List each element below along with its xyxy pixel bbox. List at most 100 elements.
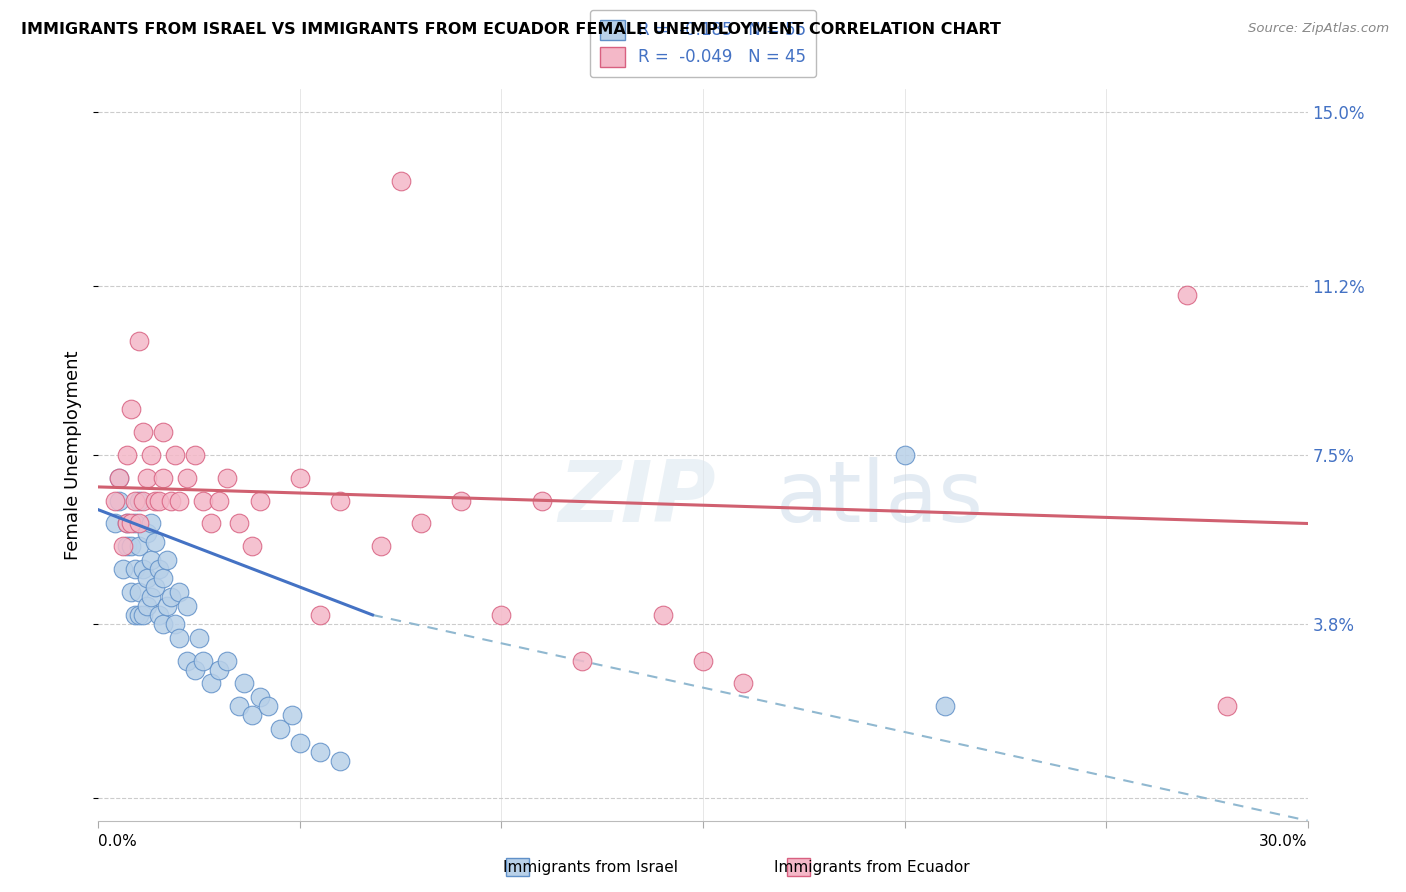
Point (124, 493, 146, 508)
Point (124, 562, 146, 576)
Point (124, 607, 146, 622)
Point (107, 471, 129, 485)
Text: ZIP: ZIP (558, 458, 716, 541)
Point (193, 654, 215, 668)
Point (491, 607, 513, 622)
Point (128, 493, 150, 508)
Point (193, 493, 215, 508)
Point (409, 516, 432, 531)
Point (184, 663, 207, 677)
Point (103, 516, 125, 531)
Point (148, 493, 170, 508)
Point (143, 534, 166, 549)
Point (208, 663, 231, 677)
Point (135, 525, 157, 540)
Point (139, 553, 162, 567)
Point (107, 493, 129, 508)
Point (370, 539, 392, 553)
Point (111, 539, 134, 553)
Text: Source: ZipAtlas.com: Source: ZipAtlas.com (1249, 22, 1389, 36)
Point (228, 516, 250, 531)
Point (156, 599, 179, 613)
Point (288, 736, 311, 750)
Point (148, 562, 170, 576)
Point (167, 585, 190, 599)
Point (115, 516, 138, 531)
Point (240, 539, 263, 553)
Point (256, 699, 278, 714)
Point (135, 599, 157, 613)
Point (188, 631, 211, 645)
Point (329, 754, 352, 768)
Point (249, 690, 271, 705)
Point (139, 590, 162, 604)
Point (309, 745, 332, 759)
Point (132, 607, 155, 622)
Point (139, 448, 162, 462)
Point (167, 493, 190, 508)
Text: 0.0%: 0.0% (98, 834, 138, 849)
Point (281, 708, 304, 723)
Text: Immigrants from Ecuador: Immigrants from Ecuador (773, 860, 970, 874)
Point (139, 516, 162, 531)
Point (232, 676, 254, 690)
Point (143, 493, 166, 508)
Point (200, 516, 222, 531)
Text: Immigrants from Israel: Immigrants from Israel (503, 860, 678, 874)
Point (128, 539, 150, 553)
Text: 30.0%: 30.0% (1260, 834, 1308, 849)
Point (167, 631, 190, 645)
Point (163, 617, 186, 632)
Point (148, 607, 170, 622)
Point (893, 448, 915, 462)
Point (240, 708, 263, 723)
Y-axis label: Female Unemployment: Female Unemployment (65, 351, 83, 559)
Point (132, 425, 155, 439)
Point (288, 471, 311, 485)
Point (184, 448, 207, 462)
Point (115, 448, 138, 462)
Point (389, 173, 412, 188)
Point (329, 493, 352, 508)
Point (217, 654, 239, 668)
Point (249, 493, 271, 508)
Point (124, 516, 146, 531)
Point (1175, 288, 1198, 302)
Point (152, 471, 174, 485)
Point (103, 493, 125, 508)
Point (450, 493, 472, 508)
Point (128, 607, 150, 622)
Point (176, 599, 198, 613)
Point (128, 516, 150, 531)
Point (228, 699, 250, 714)
Point (651, 607, 673, 622)
Point (156, 553, 179, 567)
Point (160, 493, 183, 508)
Point (132, 562, 155, 576)
Point (530, 493, 553, 508)
Point (135, 471, 157, 485)
Legend: R =  -0.185   N = 55, R =  -0.049   N = 45: R = -0.185 N = 55, R = -0.049 N = 45 (589, 10, 817, 77)
Point (208, 493, 231, 508)
Point (107, 471, 129, 485)
Point (120, 585, 142, 599)
Point (176, 471, 198, 485)
Point (115, 539, 138, 553)
Point (176, 654, 198, 668)
Point (309, 607, 332, 622)
Point (111, 562, 134, 576)
Point (934, 699, 956, 714)
Point (152, 425, 174, 439)
Point (152, 571, 174, 585)
Point (120, 402, 142, 417)
Text: IMMIGRANTS FROM ISRAEL VS IMMIGRANTS FROM ECUADOR FEMALE UNEMPLOYMENT CORRELATIO: IMMIGRANTS FROM ISRAEL VS IMMIGRANTS FRO… (21, 22, 1001, 37)
Point (163, 448, 186, 462)
Point (135, 571, 157, 585)
Point (143, 581, 166, 595)
Point (692, 654, 714, 668)
Point (217, 471, 239, 485)
Point (132, 493, 155, 508)
Point (120, 516, 142, 531)
Point (115, 516, 138, 531)
Point (128, 585, 150, 599)
